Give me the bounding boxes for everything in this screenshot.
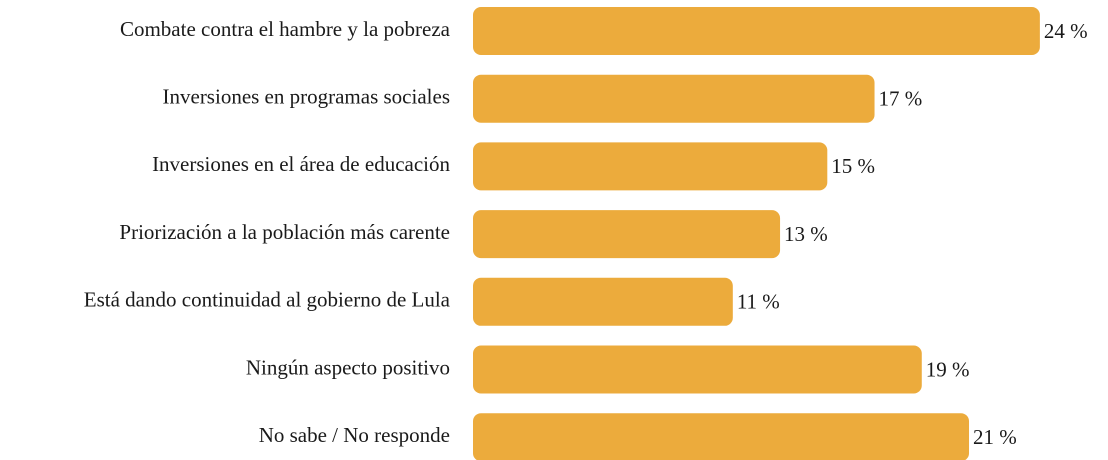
value-label: 17 % <box>879 87 923 111</box>
category-label: Ningún aspecto positivo <box>246 355 450 379</box>
bar <box>473 277 733 326</box>
value-label: 19 % <box>926 357 970 381</box>
category-label: Está dando continuidad al gobierno de Lu… <box>84 288 451 312</box>
bar <box>473 7 1040 55</box>
bar <box>473 413 970 460</box>
bar <box>473 142 828 191</box>
bar <box>473 74 875 123</box>
value-label: 15 % <box>831 154 875 178</box>
value-label: 13 % <box>784 222 828 246</box>
value-label: 21 % <box>973 425 1017 449</box>
category-label: No sabe / No responde <box>259 423 450 447</box>
category-label: Inversiones en programas sociales <box>163 85 451 109</box>
value-label: 11 % <box>737 290 780 314</box>
category-label: Combate contra el hambre y la pobreza <box>120 17 451 41</box>
bar <box>473 345 922 394</box>
bar <box>473 210 781 259</box>
category-label: Inversiones en el área de educación <box>152 152 450 176</box>
category-label: Priorización a la población más carente <box>119 220 450 244</box>
value-label: 24 % <box>1044 19 1088 43</box>
